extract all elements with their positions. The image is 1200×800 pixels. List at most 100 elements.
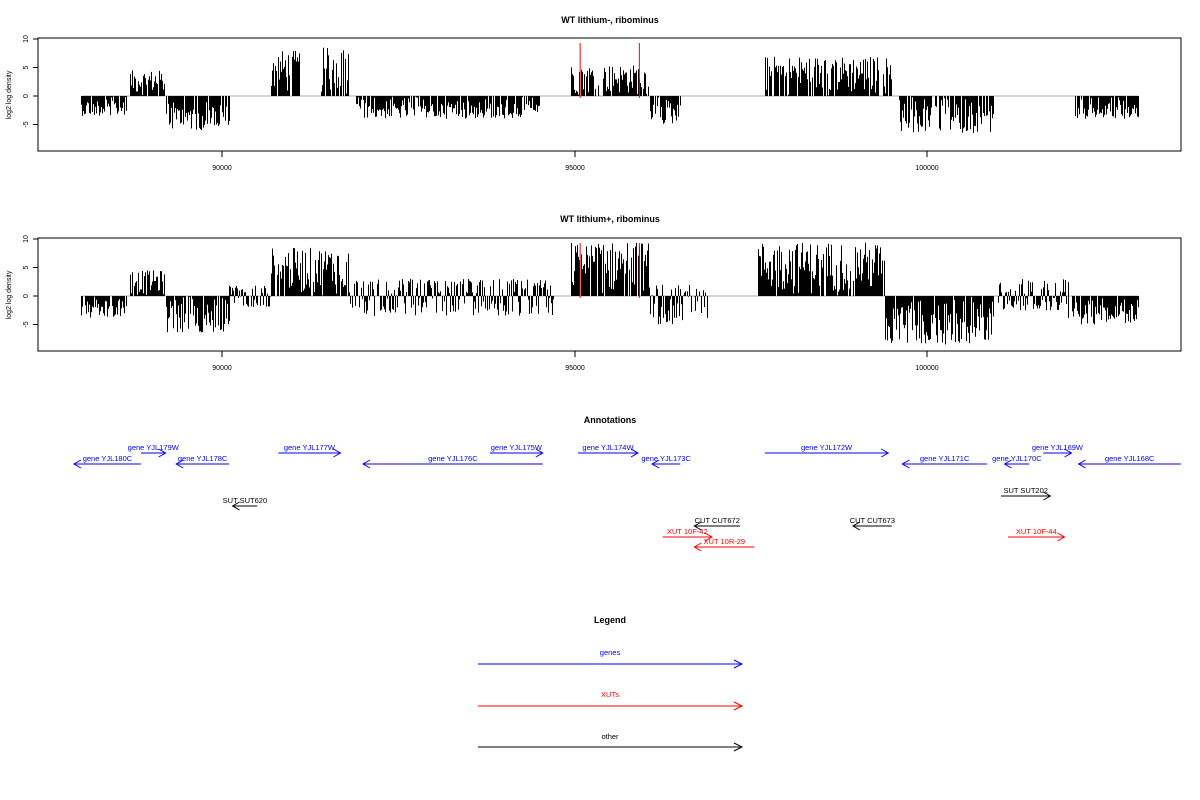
legend: Legend genes XUTs other (478, 615, 744, 752)
feature-label: gene YJL180C (83, 454, 133, 463)
x-tick-label: 90000 (212, 165, 232, 172)
feature-arrow: gene YJL172W (764, 443, 890, 458)
legend-item-genes: genes (478, 648, 744, 669)
feature-arrow-head (880, 448, 890, 458)
feature-label: gene YJL173C (641, 454, 691, 463)
feature-arrow-head (1043, 491, 1052, 501)
feature-label: gene YJL178C (178, 454, 228, 463)
feature-arrows: gene YJL180C gene YJL179W gene YJL178C gene… (72, 443, 1181, 552)
feature-arrow: gene YJL170C (992, 454, 1042, 469)
x-tick-label: 100000 (915, 165, 938, 172)
y-tick-label: 0 (23, 294, 30, 298)
feature-arrow: gene YJL176C (361, 454, 543, 469)
feature-arrow-head (704, 532, 713, 542)
feature-label: SUT SUT202 (1003, 486, 1047, 495)
feature-arrow-head (651, 459, 660, 469)
feature-label: gene YJL175W (491, 443, 543, 452)
feature-arrow: SUT SUT620 (223, 496, 267, 511)
feature-arrow: gene YJL173C (641, 454, 691, 469)
y-axis-label: log2 log density (6, 270, 13, 319)
legend-item-xuts: XUTs (478, 690, 744, 711)
annotations-title: Annotations (584, 415, 637, 425)
feature-arrow: CUT CUT673 (850, 516, 895, 531)
feature-arrow: gene YJL169W (1032, 443, 1084, 458)
feature-arrow: gene YJL179W (128, 443, 180, 458)
feature-arrow-head (1077, 459, 1086, 469)
feature-arrow: XUT 10R-29 (693, 537, 755, 552)
feature-arrow: gene YJL168C (1077, 454, 1181, 469)
feature-label: gene YJL168C (1105, 454, 1155, 463)
feature-arrow-head (1064, 448, 1073, 458)
legend-label: genes (600, 648, 621, 657)
feature-arrow: gene YJL180C (72, 454, 141, 469)
feature-arrow-head (693, 542, 702, 552)
feature-arrow-head (361, 459, 371, 469)
plot-frame (37, 237, 1182, 352)
feature-arrow: SUT SUT202 (1001, 486, 1052, 501)
feature-label: XUT 10F-42 (667, 527, 708, 536)
feature-arrow-head (1003, 459, 1012, 469)
feature-arrow-head (630, 448, 639, 458)
feature-label: SUT SUT620 (223, 496, 267, 505)
x-axis: 90000 95000 100000 (212, 151, 939, 172)
feature-label: CUT CUT672 (695, 516, 740, 525)
feature-label: gene YJL177W (284, 443, 336, 452)
legend-item-other: other (478, 732, 744, 752)
legend-title: Legend (594, 615, 626, 625)
feature-label: gene YJL179W (128, 443, 180, 452)
feature-arrow-head (901, 459, 910, 469)
red-markers (579, 43, 640, 98)
legend-label: other (601, 732, 619, 741)
feature-arrow-head (535, 448, 544, 458)
feature-arrow-head (231, 501, 240, 511)
feature-label: gene YJL170C (992, 454, 1042, 463)
panel-title: WT lithium-, ribominus (561, 15, 659, 25)
feature-arrow: gene YJL177W (278, 443, 342, 458)
coverage-panel-lithium-minus: WT lithium-, ribominus 10 5 0 -5 log2 lo… (6, 15, 1182, 172)
y-axis-label: log2 log density (6, 70, 13, 119)
feature-label: gene YJL176C (428, 454, 478, 463)
panel-title: WT lithium+, ribominus (560, 214, 660, 224)
coverage-panel-lithium-plus: WT lithium+, ribominus 10 5 0 -5 log2 lo… (6, 214, 1182, 372)
y-tick-label: -5 (23, 321, 30, 327)
y-tick-label: 10 (23, 235, 30, 243)
feature-arrow: CUT CUT672 (693, 516, 741, 531)
y-tick-label: 5 (23, 65, 30, 69)
red-markers (579, 243, 640, 298)
feature-arrow-head (72, 459, 82, 469)
legend-arrow-head (733, 659, 744, 669)
x-tick-label: 100000 (915, 365, 938, 372)
y-tick-label: 5 (23, 265, 30, 269)
feature-arrow: gene YJL174W (578, 443, 639, 458)
y-tick-label: 0 (23, 94, 30, 98)
feature-arrow-head (693, 521, 702, 531)
feature-label: XUT 10R-29 (704, 537, 746, 546)
feature-label: gene YJL171C (920, 454, 970, 463)
x-tick-label: 95000 (565, 165, 585, 172)
legend-label: XUTs (601, 690, 619, 699)
feature-arrow-head (158, 448, 167, 458)
feature-arrow: XUT 10F-44 (1008, 527, 1066, 542)
feature-label: XUT 10F-44 (1016, 527, 1057, 536)
feature-label: gene YJL169W (1032, 443, 1084, 452)
y-tick-label: -5 (23, 121, 30, 127)
feature-arrow: gene YJL178C (175, 454, 230, 469)
feature-label: gene YJL172W (801, 443, 853, 452)
feature-arrow-head (1057, 532, 1066, 542)
x-tick-label: 95000 (565, 365, 585, 372)
feature-arrow-head (175, 459, 184, 469)
plot-frame (37, 37, 1182, 152)
y-tick-label: 10 (23, 35, 30, 43)
legend-arrow-head (733, 701, 744, 711)
x-tick-label: 90000 (212, 365, 232, 372)
feature-arrow: gene YJL175W (489, 443, 544, 458)
feature-label: CUT CUT673 (850, 516, 895, 525)
coverage-bars (81, 242, 1139, 345)
feature-arrow: gene YJL171C (901, 454, 987, 469)
legend-arrow-head (733, 742, 744, 752)
y-axis: 10 5 0 -5 log2 log density (6, 235, 38, 328)
feature-arrow-head (333, 448, 342, 458)
x-axis: 90000 95000 100000 (212, 351, 939, 372)
